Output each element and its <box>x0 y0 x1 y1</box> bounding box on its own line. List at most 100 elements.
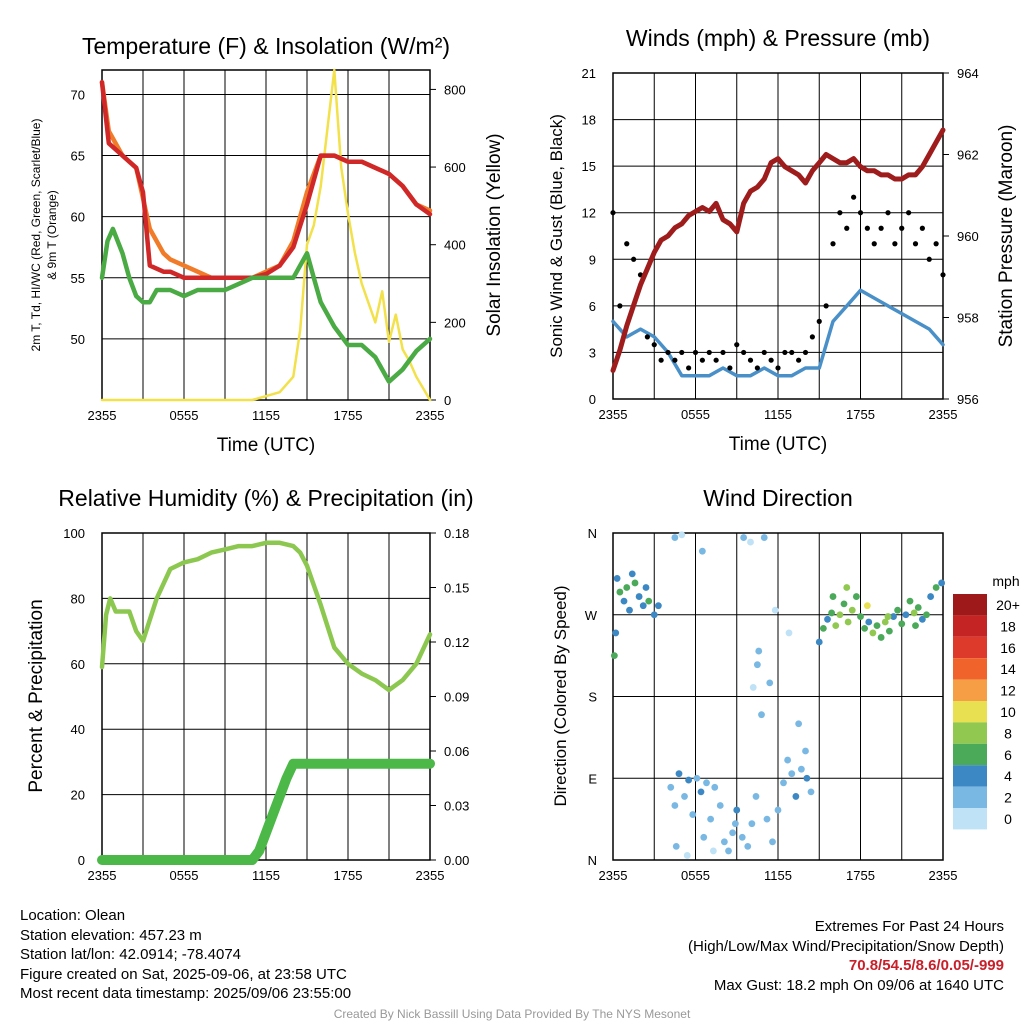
legend-swatch <box>953 658 987 680</box>
legend-swatch <box>953 743 987 766</box>
legend-swatch <box>953 786 987 808</box>
direction-point <box>725 847 732 855</box>
gust-point <box>727 365 733 371</box>
x-tick-label: 2355 <box>599 407 628 422</box>
direction-point <box>797 765 805 773</box>
legend-swatch <box>953 636 987 659</box>
direction-point <box>747 538 754 546</box>
y-tick-label-left: 6 <box>589 299 596 314</box>
plot-panel-2 <box>612 72 944 400</box>
direction-point <box>910 609 918 617</box>
gust-point <box>809 334 815 340</box>
direction-point <box>667 783 675 791</box>
extremes-values: 70.8/54.5/8.6/0.05/-999 <box>848 957 1004 974</box>
direction-point <box>906 597 914 605</box>
legend-swatch <box>953 722 987 744</box>
y-tick-label-left: 15 <box>582 159 596 174</box>
direction-point <box>709 847 717 855</box>
y-tick-label-right: 0.03 <box>444 799 469 814</box>
y-tick-label-right: 0.18 <box>444 526 469 541</box>
direction-point <box>749 684 757 691</box>
direction-point <box>697 788 705 796</box>
gust-point <box>768 357 774 363</box>
legend-label: 8 <box>1004 725 1012 741</box>
gust-point <box>802 349 809 356</box>
legend-label: 10 <box>1000 704 1016 720</box>
gust-point <box>679 349 685 356</box>
gust-point <box>899 225 905 231</box>
direction-point <box>771 606 779 614</box>
direction-point <box>863 602 871 610</box>
y-axis-label-left: Sonic Wind & Gust (Blue, Black) <box>547 114 566 358</box>
direction-point <box>890 613 897 620</box>
direction-point <box>631 579 639 587</box>
direction-point <box>711 783 719 791</box>
direction-point <box>938 579 946 587</box>
figure-created: Figure created on Sat, 2025-09-06, at 23… <box>20 965 347 983</box>
direction-point <box>758 711 765 719</box>
direction-point <box>748 820 756 828</box>
direction-point <box>645 597 653 605</box>
gust-point <box>878 225 884 231</box>
chart-title: Winds (mph) & Pressure (mb) <box>626 25 930 51</box>
direction-point <box>707 815 715 823</box>
direction-point <box>898 620 906 628</box>
direction-point <box>885 627 893 635</box>
gust-point <box>892 241 898 247</box>
direction-point <box>731 820 739 828</box>
legend-swatch <box>953 594 987 616</box>
y-tick-label-left: 0 <box>589 392 596 407</box>
direction-point <box>819 624 827 632</box>
y-tick-label-right: 964 <box>957 66 979 81</box>
y-tick-label-left: 20 <box>71 788 85 803</box>
direction-point <box>788 770 796 778</box>
chart-title: Wind Direction <box>703 485 853 511</box>
y-tick-label-right: 800 <box>444 82 466 97</box>
direction-point <box>843 584 851 591</box>
direction-point <box>681 793 688 800</box>
x-tick-label: 0555 <box>170 868 199 883</box>
y-tick-label-left: 80 <box>71 591 85 606</box>
direction-point <box>824 615 831 623</box>
x-tick-label: 2355 <box>416 868 445 883</box>
y-tick-label-left: N <box>588 853 597 868</box>
gust-point <box>844 225 850 231</box>
legend-label: 12 <box>1000 683 1016 699</box>
x-tick-label: 2355 <box>929 868 958 883</box>
y-axis-label-left: Percent & Precipitation <box>26 599 47 792</box>
gust-point <box>864 225 870 231</box>
x-tick-label: 0555 <box>170 408 199 423</box>
direction-point <box>832 622 840 630</box>
y-tick-label-left: 55 <box>71 271 85 286</box>
direction-point <box>635 593 643 600</box>
pressure-line <box>610 127 946 373</box>
direction-point <box>685 776 693 784</box>
gust-point <box>720 349 726 356</box>
direction-point <box>671 802 679 809</box>
direction-point <box>844 618 852 626</box>
x-tick-label: 1755 <box>846 407 875 422</box>
direction-point <box>729 829 737 837</box>
y-tick-label-right: 0.00 <box>444 853 469 868</box>
x-tick-label: 1155 <box>252 868 280 883</box>
direction-point <box>753 661 761 669</box>
legend-label: 4 <box>1004 768 1012 784</box>
gust-point <box>631 256 637 262</box>
legend-swatch <box>953 615 987 637</box>
gust-point <box>665 349 671 356</box>
y-tick-label-left: E <box>588 771 597 786</box>
legend-label: 20+ <box>996 597 1020 613</box>
gust-point <box>789 349 795 356</box>
x-tick-label: 1755 <box>334 408 363 423</box>
direction-point <box>807 788 815 796</box>
direction-point <box>740 534 748 541</box>
gust-point <box>851 194 857 200</box>
gust-point <box>610 210 616 216</box>
y-tick-label-right: 200 <box>444 315 466 330</box>
y-tick-label-right: 400 <box>444 238 466 253</box>
gust-point <box>857 210 864 216</box>
direction-point <box>792 793 800 800</box>
x-tick-label: 1155 <box>252 408 280 423</box>
y-tick-label-left: 18 <box>582 113 596 128</box>
